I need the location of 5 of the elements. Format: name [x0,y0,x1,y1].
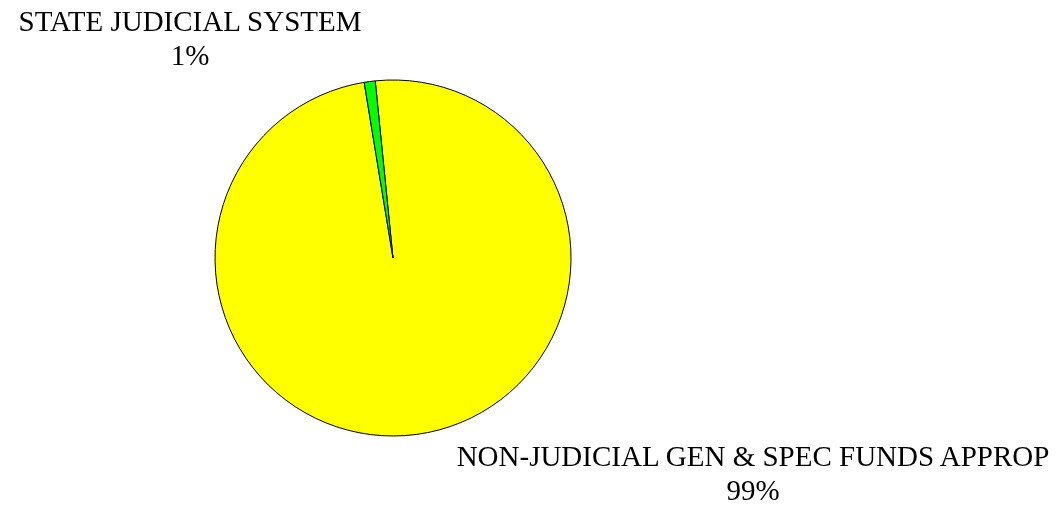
slice-label: STATE JUDICIAL SYSTEM [18,5,362,37]
data-label: 1% [170,39,210,71]
data-label: 99% [726,474,780,506]
pie-slice [214,79,572,437]
slice-label: NON-JUDICIAL GEN & SPEC FUNDS APPROP [456,440,1050,472]
